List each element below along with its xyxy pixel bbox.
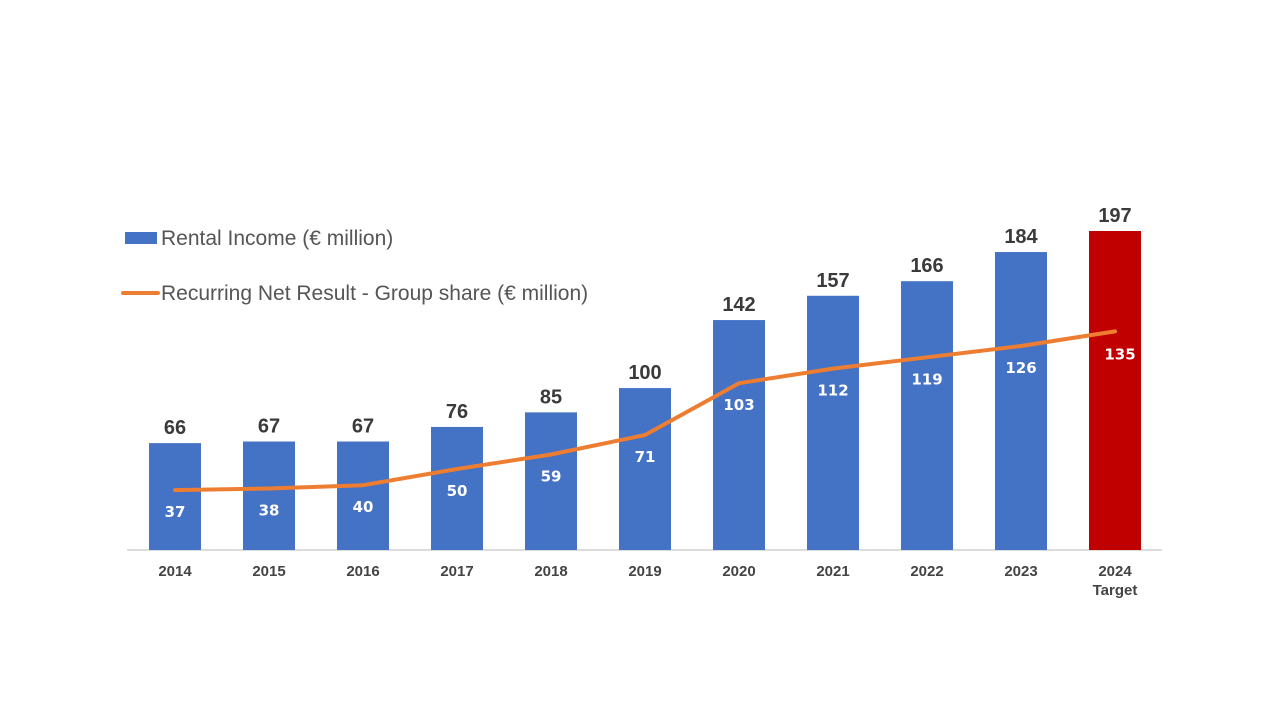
recurring-net-result-line <box>173 329 1117 493</box>
line-value-label-2020: 103 <box>723 396 754 414</box>
line-value-label-2022: 119 <box>911 370 942 388</box>
line-value-label-2018: 59 <box>541 467 562 485</box>
bar-2021 <box>807 295 859 550</box>
bar-value-label-2018: 85 <box>540 386 562 408</box>
line-value-label-2021: 112 <box>817 382 848 400</box>
legend-bar-swatch <box>125 232 157 244</box>
legend-bar-label: Rental Income (€ million) <box>161 227 393 250</box>
line-value-label-2016: 40 <box>353 498 374 516</box>
x-axis-tick-labels: 2014 2015 2016 2017 2018 2019 2020 2021 2022 2023… <box>158 563 1137 599</box>
line-value-label-2015: 38 <box>259 501 280 519</box>
bar-2022 <box>901 281 953 550</box>
line-value-label-2014: 37 <box>165 503 186 521</box>
bar-value-label-2019: 100 <box>628 362 661 384</box>
bar-value-label-2022: 166 <box>910 255 943 277</box>
x-tick-label-2014: 2014 <box>158 563 192 580</box>
bar-value-label-2023: 184 <box>1004 226 1038 248</box>
line-value-labels: 37 38 40 50 59 71 103 112 119 126 135 <box>165 345 1136 521</box>
line-value-label-2017: 50 <box>447 482 468 500</box>
bar-2019 <box>619 388 671 550</box>
bar-2017 <box>431 426 483 550</box>
x-tick-label-2020: 2020 <box>722 563 755 580</box>
x-tick-label-2022: 2022 <box>910 563 943 580</box>
bar-2014 <box>149 443 201 550</box>
x-tick-label-2018: 2018 <box>534 563 567 580</box>
x-tick-label-2016: 2016 <box>346 563 379 580</box>
bar-2016 <box>337 441 389 550</box>
bar-value-label-2020: 142 <box>722 294 755 316</box>
bar-value-label-2021: 157 <box>816 270 849 292</box>
line-value-label-2019: 71 <box>635 448 656 466</box>
legend-line-label: Recurring Net Result - Group share (€ mi… <box>161 282 588 305</box>
x-tick-label-2015: 2015 <box>252 563 285 580</box>
bar-value-label-2017: 76 <box>446 401 468 423</box>
x-tick-label-2017: 2017 <box>440 563 473 580</box>
x-tick-label-2023: 2023 <box>1004 563 1037 580</box>
bars <box>149 231 1141 550</box>
bar-value-labels: 66 67 67 76 85 100 142 157 166 184 197 <box>164 205 1132 439</box>
bar-2020 <box>713 320 765 550</box>
bar-value-label-2024: 197 <box>1098 205 1131 227</box>
bar-2018 <box>525 412 577 550</box>
bar-value-label-2016: 67 <box>352 416 374 438</box>
x-tick-label-2021: 2021 <box>816 563 849 580</box>
legend: Rental Income (€ million) Recurring Net … <box>121 227 588 305</box>
bar-value-label-2014: 66 <box>164 417 186 439</box>
bar-2024 <box>1089 231 1141 550</box>
bar-value-label-2015: 67 <box>258 416 280 438</box>
x-tick-label-2019: 2019 <box>628 563 661 580</box>
x-tick-label-2024: 2024 <box>1098 563 1132 580</box>
bar-2023 <box>995 252 1047 550</box>
x-tick-sublabel-2024: Target <box>1093 582 1138 599</box>
bar-2015 <box>243 441 295 550</box>
line-value-label-2023: 126 <box>1005 359 1036 377</box>
line-value-label-2024: 135 <box>1104 345 1135 363</box>
